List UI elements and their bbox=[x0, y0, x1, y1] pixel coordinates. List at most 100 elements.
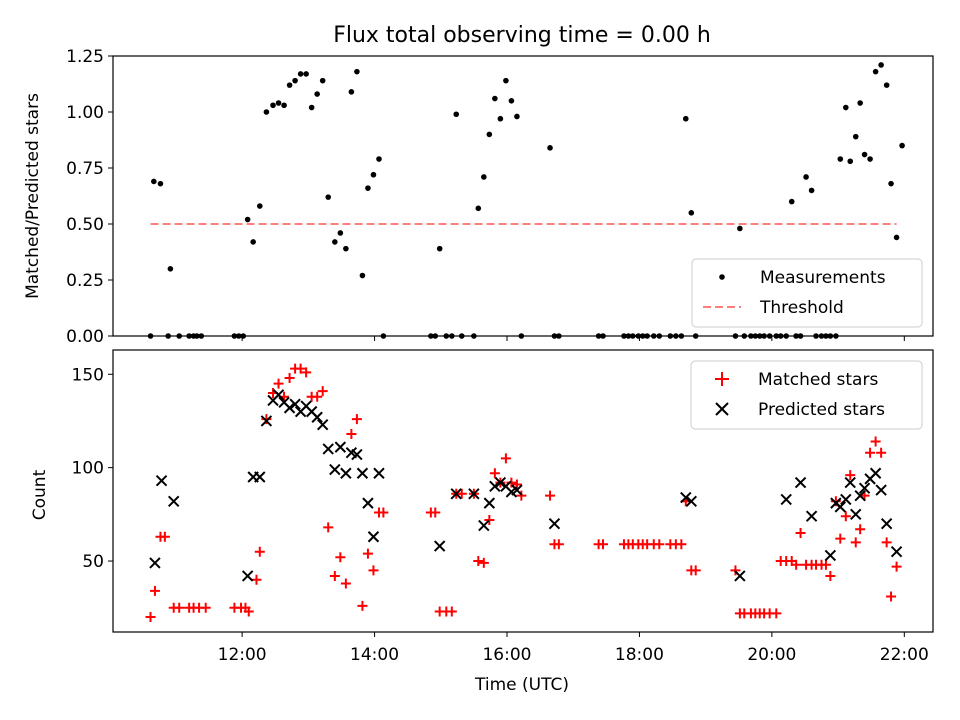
predicted-star-point bbox=[734, 570, 746, 582]
predicted-star-point bbox=[875, 484, 887, 496]
legend-predicted-label: Predicted stars bbox=[758, 400, 885, 420]
matched-star-point bbox=[335, 552, 346, 563]
matched-star-point bbox=[870, 436, 881, 447]
matched-star-point bbox=[771, 608, 782, 619]
predicted-star-point bbox=[468, 488, 480, 500]
legend-measurements-marker bbox=[719, 274, 725, 280]
measurement-point bbox=[343, 245, 349, 252]
measurement-point bbox=[453, 111, 460, 118]
predicted-star-point bbox=[433, 540, 446, 552]
matched-star-point bbox=[489, 468, 500, 479]
x-tick-label: 18:00 bbox=[615, 645, 664, 665]
measurement-point bbox=[857, 100, 863, 106]
predicted-star-point bbox=[858, 482, 871, 494]
measurement-point bbox=[508, 98, 515, 104]
measurement-point bbox=[872, 68, 879, 75]
measurement-point bbox=[878, 62, 884, 68]
predicted-star-point bbox=[351, 448, 363, 461]
matched-star-point bbox=[317, 386, 328, 397]
matched-star-point bbox=[273, 378, 284, 389]
measurement-point bbox=[737, 225, 743, 232]
predicted-star-point bbox=[794, 476, 807, 489]
matched-star-point bbox=[791, 559, 802, 570]
matched-star-point bbox=[323, 522, 334, 533]
ratio-y-tick-label: 0.50 bbox=[66, 215, 104, 235]
matched-star-point bbox=[456, 488, 467, 499]
matched-star-point bbox=[254, 546, 265, 557]
matched-star-point bbox=[284, 373, 295, 384]
matched-star-point bbox=[368, 565, 379, 576]
measurement-point bbox=[281, 102, 287, 109]
measurement-point bbox=[303, 71, 309, 77]
counts-y-axis-label: Count bbox=[30, 469, 50, 520]
measurement-point bbox=[547, 145, 553, 151]
matched-star-point bbox=[825, 570, 836, 581]
predicted-star-point bbox=[890, 545, 903, 558]
counts-legend: Matched stars Predicted stars bbox=[690, 360, 923, 430]
ratio-y-tick-label: 0.00 bbox=[66, 327, 104, 347]
matched-star-point bbox=[312, 391, 323, 402]
matched-star-point bbox=[378, 507, 389, 518]
matched-star-point bbox=[357, 600, 368, 611]
ratio-y-tick-label: 0.75 bbox=[66, 159, 104, 179]
measurement-point bbox=[337, 230, 344, 236]
ratio-x-ticks bbox=[241, 336, 905, 341]
ratio-y-ticks: 0.00 0.25 0.50 0.75 1.00 1.25 bbox=[66, 47, 113, 347]
measurement-point bbox=[297, 71, 304, 77]
x-tick-label: 14:00 bbox=[350, 645, 399, 665]
chart-title: Flux total observing time = 0.00 h bbox=[333, 23, 711, 48]
x-tick-label: 20:00 bbox=[747, 645, 796, 665]
ratio-y-axis-label: Matched/Predicted stars bbox=[23, 93, 43, 299]
matched-star-point bbox=[243, 606, 254, 617]
measurement-point bbox=[167, 266, 174, 272]
matched-star-point bbox=[261, 414, 272, 425]
measurement-point bbox=[861, 151, 868, 158]
measurement-point bbox=[843, 104, 849, 111]
ratio-axes-frame bbox=[112, 55, 934, 337]
predicted-star-point bbox=[494, 476, 507, 489]
matched-star-point bbox=[301, 367, 312, 378]
matched-star-point bbox=[840, 511, 851, 522]
predicted-star-point bbox=[283, 402, 296, 414]
ratio-y-tick-label: 1.25 bbox=[66, 47, 104, 67]
matched-star-point bbox=[881, 537, 892, 548]
predicted-star-point bbox=[850, 508, 862, 521]
legend-predicted-marker bbox=[715, 402, 729, 416]
measurement-point bbox=[883, 82, 890, 88]
matched-star-point bbox=[845, 470, 856, 481]
predicted-star-point bbox=[322, 443, 334, 455]
counts-legend-box bbox=[690, 360, 923, 430]
matched-star-point bbox=[295, 363, 306, 374]
predicted-star-point bbox=[356, 467, 369, 479]
matched-star-point bbox=[855, 524, 866, 535]
ratio-y-tick-label: 1.00 bbox=[66, 103, 104, 123]
predicted-star-point bbox=[511, 484, 523, 496]
measurement-point bbox=[682, 115, 689, 122]
predicted-star-point bbox=[289, 398, 301, 410]
measurement-point bbox=[275, 100, 282, 106]
predicted-star-point bbox=[329, 463, 341, 476]
ratio-y-tick-label: 0.25 bbox=[66, 271, 104, 291]
matched-star-point bbox=[598, 539, 609, 550]
measurement-point bbox=[847, 158, 854, 165]
measurement-point bbox=[808, 187, 815, 194]
predicted-star-point bbox=[869, 467, 882, 479]
measurement-point bbox=[286, 82, 293, 88]
matched-star-point bbox=[329, 570, 340, 581]
predicted-star-point bbox=[167, 495, 180, 507]
measurement-point bbox=[852, 133, 859, 140]
predicted-star-point bbox=[844, 476, 856, 489]
measurement-point bbox=[503, 77, 509, 84]
measurement-point bbox=[354, 68, 360, 75]
matched-star-point bbox=[145, 612, 156, 623]
predicted-star-point bbox=[834, 501, 847, 513]
measurement-point bbox=[325, 194, 332, 200]
matched-star-point bbox=[149, 585, 160, 596]
predicted-star-point bbox=[155, 475, 168, 487]
matched-star-point bbox=[676, 539, 687, 550]
matched-star-point bbox=[876, 447, 887, 458]
measurement-point bbox=[492, 95, 498, 102]
measurement-point bbox=[376, 156, 382, 162]
x-tick-label: 16:00 bbox=[482, 645, 531, 665]
